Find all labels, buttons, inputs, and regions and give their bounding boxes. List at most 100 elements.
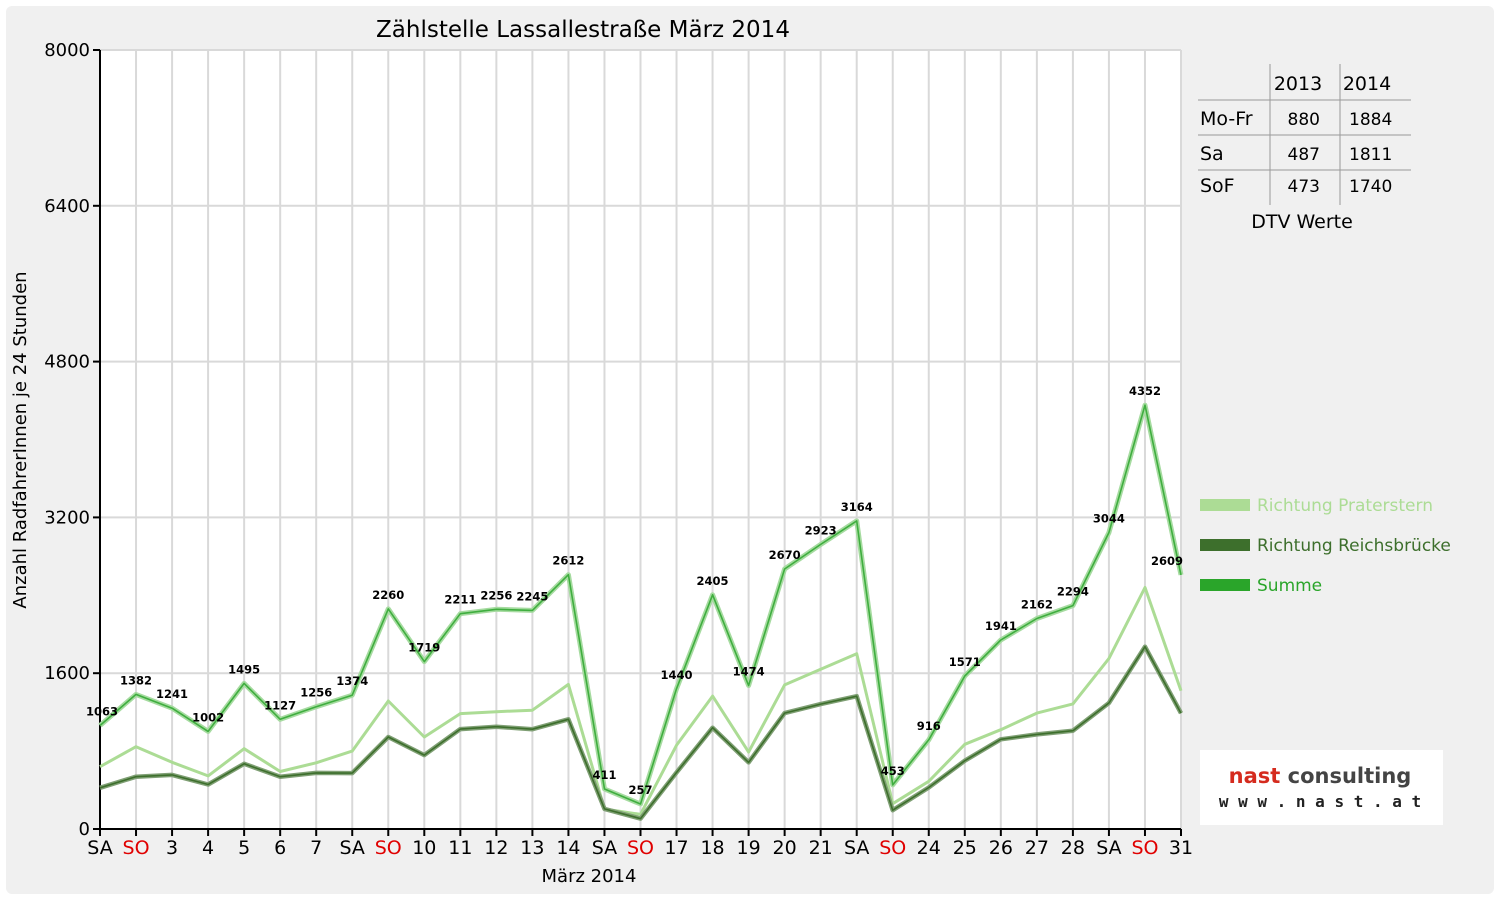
- x-tick-label: 17: [664, 837, 688, 859]
- data-label: 1440: [661, 668, 693, 682]
- x-tick-label: SA: [844, 837, 869, 859]
- data-label: 2256: [480, 588, 512, 602]
- legend-swatch-reichsbruecke: [1200, 539, 1250, 551]
- data-labels: 1063 1382 1241 1002 1495 1127 1256 1374 2260 1719…: [86, 384, 1183, 797]
- x-tick-label: SA: [1096, 837, 1121, 859]
- x-axis-label: März 2014: [542, 866, 637, 887]
- x-tick-label: 20: [773, 837, 797, 859]
- data-label: 1063: [86, 704, 118, 718]
- data-label: 1374: [336, 674, 368, 688]
- data-label: 916: [917, 719, 941, 733]
- data-label: 1002: [192, 710, 224, 724]
- x-tick-label: 26: [989, 837, 1013, 859]
- data-label: 1382: [120, 673, 152, 687]
- data-label: 4352: [1129, 384, 1161, 398]
- y-tick-label: 3200: [44, 507, 90, 528]
- series-line-praterstern: [99, 586, 1183, 816]
- data-label: 1127: [264, 698, 296, 712]
- x-tick-label: 3: [166, 837, 178, 859]
- data-label: 2245: [516, 589, 548, 603]
- dtv-header-2013: 2013: [1274, 73, 1322, 95]
- data-label: 2211: [444, 593, 476, 607]
- y-tick-label: 6400: [44, 196, 90, 217]
- x-tick-label: 10: [412, 837, 436, 859]
- legend-label-summe: Summe: [1257, 576, 1322, 596]
- x-tick-label: SO: [375, 837, 402, 859]
- x-tick-label: SO: [879, 837, 906, 859]
- x-tick-label: 12: [484, 837, 508, 859]
- y-axis-label: Anzahl RadfahrerInnen je 24 Stunden: [10, 271, 31, 608]
- legend-swatch-summe: [1200, 579, 1250, 591]
- data-label: 2405: [697, 574, 729, 588]
- dtv-value-2013: 487: [1288, 145, 1320, 165]
- x-tick-label: SO: [627, 837, 654, 859]
- data-label: 2923: [805, 523, 837, 537]
- dtv-value-2014: 1740: [1349, 177, 1392, 197]
- nast-logo: nast consulting w w w . n a s t . a t: [1200, 750, 1443, 825]
- dtv-value-2014: 1884: [1349, 110, 1392, 130]
- data-label: 1571: [949, 655, 981, 669]
- y-tick-label: 1600: [44, 663, 90, 684]
- data-label: 1474: [733, 664, 765, 678]
- y-tick-label: 4800: [44, 352, 90, 373]
- data-label: 3044: [1093, 512, 1125, 526]
- logo-text: nast consulting: [1229, 764, 1412, 788]
- x-tick-label: SA: [340, 837, 365, 859]
- dtv-row-label: Mo-Fr: [1200, 108, 1253, 130]
- data-label: 3164: [841, 500, 873, 514]
- dtv-value-2013: 473: [1288, 177, 1320, 197]
- x-tick-label: 21: [809, 837, 833, 859]
- x-tick-label: 24: [917, 837, 941, 859]
- dtv-row-label: Sa: [1200, 143, 1224, 165]
- logo-text-nast: nast: [1229, 764, 1288, 788]
- data-label: 2609: [1151, 554, 1183, 568]
- data-label: 2612: [552, 554, 584, 568]
- data-label: 2294: [1057, 585, 1089, 599]
- legend-swatch-praterstern: [1200, 499, 1250, 511]
- x-tick-label: 19: [737, 837, 761, 859]
- series-line-summe: [99, 404, 1182, 805]
- y-tick-label: 8000: [44, 40, 90, 61]
- chart-title: Zählstelle Lassallestraße März 2014: [376, 17, 790, 43]
- x-tick-label: SA: [87, 837, 112, 859]
- legend: Richtung Praterstern Richtung Reichsbrüc…: [1200, 496, 1451, 596]
- x-tick-label: 27: [1025, 837, 1049, 859]
- x-tick-label: 11: [448, 837, 472, 859]
- x-tick-label: 5: [238, 837, 250, 859]
- grid: [100, 49, 1182, 829]
- data-label: 1495: [228, 662, 260, 676]
- data-label: 1241: [156, 687, 188, 701]
- x-tick-label: 13: [520, 837, 544, 859]
- dtv-value-2013: 880: [1288, 110, 1320, 130]
- x-tick-label: 6: [274, 837, 286, 859]
- x-tick-label: 28: [1061, 837, 1085, 859]
- x-tick-label: 31: [1169, 837, 1193, 859]
- x-tick-label: 4: [202, 837, 214, 859]
- data-label: 1941: [985, 619, 1017, 633]
- data-label: 1719: [408, 641, 440, 655]
- legend-label-reichsbruecke: Richtung Reichsbrücke: [1257, 536, 1451, 556]
- dtv-row-label: SoF: [1200, 175, 1235, 197]
- x-tick-label: SO: [123, 837, 150, 859]
- dtv-caption: DTV Werte: [1251, 211, 1353, 233]
- y-axis-ticks: 0 1600 3200 4800 6400 8000: [44, 40, 100, 840]
- x-tick-label: 14: [556, 837, 580, 859]
- x-tick-label: SA: [592, 837, 617, 859]
- dtv-value-2014: 1811: [1349, 145, 1392, 165]
- x-tick-label: SO: [1131, 837, 1158, 859]
- data-label: 453: [881, 764, 905, 778]
- logo-box: [1200, 750, 1443, 825]
- logo-text-consulting: consulting: [1288, 764, 1412, 788]
- data-label: 2162: [1021, 597, 1053, 611]
- data-label: 411: [592, 768, 616, 782]
- x-tick-label: 7: [310, 837, 322, 859]
- data-label: 1256: [300, 686, 332, 700]
- legend-label-praterstern: Richtung Praterstern: [1257, 496, 1433, 516]
- series-line-reichsbruecke: [99, 645, 1182, 820]
- dtv-table: 2013 2014 Mo-Fr 880 1884 Sa 487 1811 SoF…: [1198, 64, 1411, 233]
- x-tick-label: 18: [700, 837, 724, 859]
- x-tick-label: 25: [953, 837, 977, 859]
- x-axis-ticks: SA SO 3 4 5 6 7 SA SO 10 11 12 13 14 SA SO 17 18 19 20 21 SA S…: [87, 829, 1193, 859]
- data-label: 2670: [769, 548, 801, 562]
